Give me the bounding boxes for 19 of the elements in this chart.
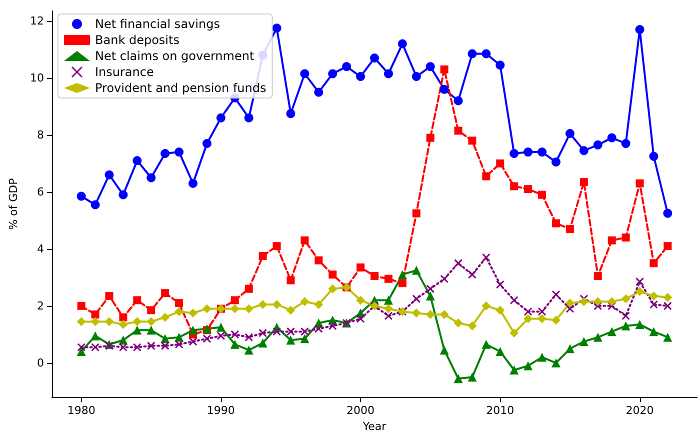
y-tick-label: 2 — [37, 299, 44, 312]
x-tick-label: 2010 — [486, 404, 514, 418]
x-tick-label: 2020 — [626, 404, 654, 418]
y-tick-label: 12 — [30, 14, 44, 28]
legend-label: Net claims on government — [95, 49, 254, 63]
y-tick-label: 6 — [37, 185, 44, 198]
legend-label: Bank deposits — [95, 33, 180, 47]
x-tick-label: 1990 — [206, 404, 235, 418]
y-tick-label: 10 — [30, 71, 44, 84]
y-axis-title: % of GDP — [7, 178, 20, 230]
y-tick-label: 8 — [37, 128, 44, 142]
legend-label: Insurance — [95, 65, 154, 79]
x-tick-label: 2000 — [346, 404, 375, 418]
x-axis-title: Year — [362, 420, 387, 433]
y-tick-label: 0 — [37, 356, 44, 370]
legend-label: Provident and pension funds — [95, 81, 266, 95]
y-tick-label: 4 — [37, 242, 44, 256]
legend-label: Net financial savings — [95, 17, 220, 31]
x-tick-label: 1980 — [67, 404, 96, 418]
